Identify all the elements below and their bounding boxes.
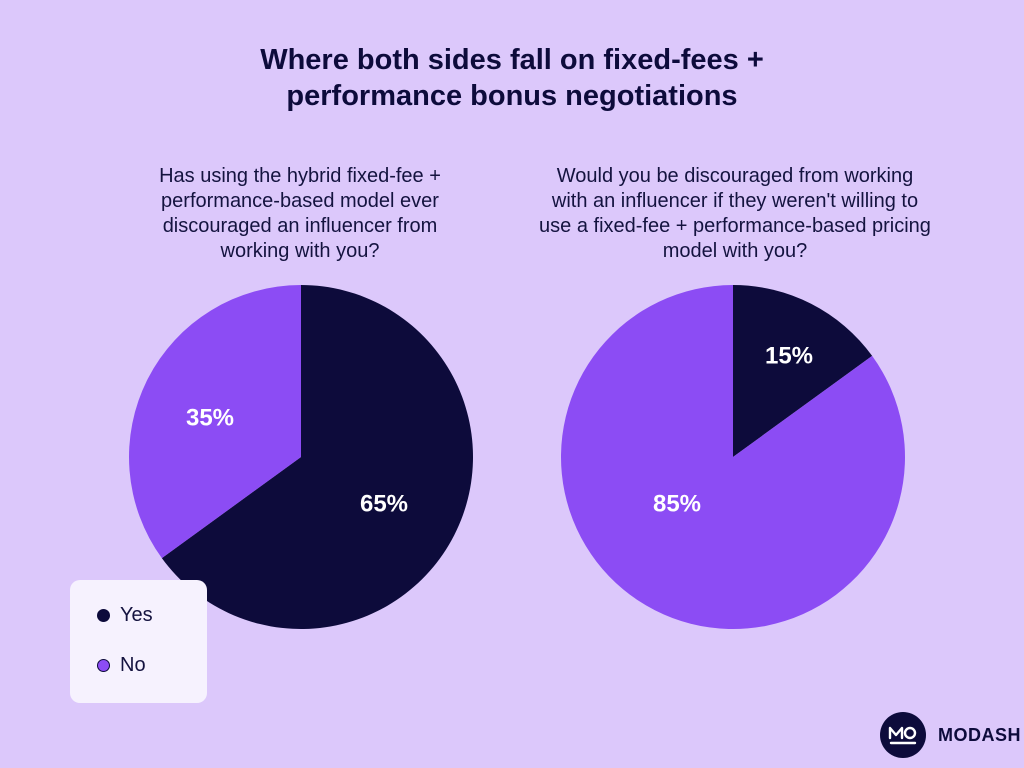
pie-1-slice-no: [128, 285, 301, 559]
legend-swatch-no: [97, 659, 110, 672]
pie-2-question: Would you be discouraged from working wi…: [530, 164, 940, 264]
pie-2-question-line-2: with an influencer if they weren't willi…: [551, 190, 919, 212]
pie-2-slice-yes: [733, 285, 873, 457]
pie-1-label-yes: 65%: [360, 490, 408, 517]
pie-1-question: Has using the hybrid fixed-fee + perform…: [130, 164, 470, 264]
pie-2-label-yes: 15%: [765, 342, 813, 369]
chart-title-line-1: Where both sides fall on fixed-fees +: [260, 44, 764, 76]
pie-1-question-line-1: Has using the hybrid fixed-fee +: [159, 165, 441, 187]
brand: MODASH: [880, 712, 1021, 758]
legend-item-no: No: [97, 654, 146, 677]
legend-label-yes: Yes: [120, 604, 153, 626]
legend-swatch-yes: [97, 609, 110, 622]
pie-2-question-line-1: Would you be discouraged from working: [556, 165, 914, 187]
pie-2-slice-no: [561, 285, 905, 629]
pie-2-label-no: 85%: [653, 490, 701, 517]
legend-item-yes: Yes: [97, 604, 153, 627]
pie-2-question-line-4: model with you?: [662, 240, 808, 262]
chart-title-line-2: performance bonus negotiations: [286, 80, 738, 112]
pie-1-slice-yes: [161, 285, 474, 629]
brand-name: MODASH: [938, 724, 1021, 745]
pie-1-question-line-3: discouraged an influencer from: [162, 215, 438, 237]
pie-1-question-line-2: performance-based model ever: [161, 190, 439, 212]
pie-1-question-line-4: working with you?: [220, 240, 380, 262]
legend: Yes No: [70, 580, 207, 703]
legend-label-no: No: [120, 654, 146, 676]
pie-1-label-no: 35%: [186, 404, 234, 431]
modash-logo-icon: [880, 712, 926, 758]
chart-title: Where both sides fall on fixed-fees + pe…: [0, 42, 1024, 114]
pie-2-question-line-3: use a fixed-fee + performance-based pric…: [539, 215, 931, 237]
